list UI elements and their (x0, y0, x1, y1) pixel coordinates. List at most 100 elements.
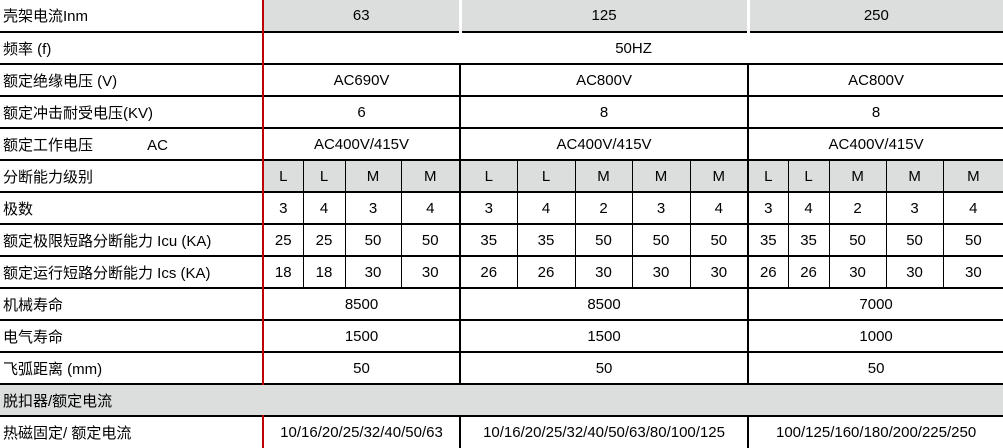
table-row: 壳架电流Inm 63 125 250 (0, 0, 1003, 32)
table-row: 频率 (f) 50HZ (0, 31, 1003, 64)
table-row: 热磁固定/ 额定电流 10/16/20/25/32/40/50/63 10/16/2… (0, 415, 1003, 448)
subvalue-cell: 30 (344, 255, 401, 288)
value-cell: AC400V/415V (458, 127, 749, 160)
subvalue-cell: 50 (400, 223, 460, 256)
capacity-class-cell: M (344, 159, 401, 192)
subvalue-cell: 4 (302, 191, 345, 224)
value-cell: AC690V (263, 63, 460, 96)
subvalue-cell: 30 (942, 255, 1003, 288)
capacity-class-cell: M (828, 159, 887, 192)
capacity-class-cell: L (302, 159, 345, 192)
subvalue-cell: 26 (459, 255, 517, 288)
value-cell: AC800V (458, 63, 749, 96)
subvalue-cell: 30 (574, 255, 632, 288)
value-cell: 8 (747, 95, 1003, 128)
subvalue-cell: 50 (942, 223, 1003, 256)
row-label: 极数 (0, 191, 264, 224)
row-label: 飞弧距离 (mm) (0, 351, 264, 384)
value-cell: 1500 (458, 319, 749, 352)
value-cell: 125 (458, 0, 749, 32)
capacity-class-cell: M (400, 159, 460, 192)
row-label: 额定极限短路分断能力 Icu (KA) (0, 223, 264, 256)
subvalue-cell: 26 (516, 255, 575, 288)
value-cell: 8500 (458, 287, 749, 320)
capacity-class-cell: M (942, 159, 1003, 192)
table-row: 额定运行短路分断能力 Ics (KA) 18 18 30 30 26 26 30 30 30 26 2… (0, 255, 1003, 288)
row-label: 分断能力级别 (0, 159, 264, 192)
value-cell: 1000 (747, 319, 1003, 352)
subvalue-cell: 30 (828, 255, 887, 288)
subvalue-cell: 50 (885, 223, 944, 256)
subvalue-cell: 4 (516, 191, 575, 224)
subvalue-cell: 50 (574, 223, 632, 256)
row-label: 额定绝缘电压 (V) (0, 63, 264, 96)
capacity-class-cell: M (689, 159, 749, 192)
value-cell: 10/16/20/25/32/40/50/63 (263, 415, 460, 448)
subvalue-cell: 3 (344, 191, 401, 224)
subvalue-cell: 35 (459, 223, 517, 256)
subvalue-cell: 26 (787, 255, 830, 288)
subvalue-cell: 26 (747, 255, 789, 288)
subvalue-cell: 35 (516, 223, 575, 256)
value-cell: 50 (458, 351, 749, 384)
row-label: 额定工作电压 AC (0, 127, 264, 160)
row-label: 热磁固定/ 额定电流 (0, 415, 264, 448)
table-row: 分断能力级别 L L M M L L M M M L L M M M (0, 159, 1003, 192)
subvalue-cell: 25 (263, 223, 303, 256)
subvalue-cell: 2 (828, 191, 887, 224)
subvalue-cell: 30 (689, 255, 749, 288)
subvalue-cell: 4 (689, 191, 749, 224)
value-cell: 1500 (263, 319, 460, 352)
subvalue-cell: 50 (344, 223, 401, 256)
subvalue-cell: 3 (631, 191, 690, 224)
value-cell: 7000 (747, 287, 1003, 320)
value-cell: 50 (747, 351, 1003, 384)
table-row: 额定冲击耐受电压(KV) 6 8 8 (0, 95, 1003, 128)
value-cell: 63 (263, 0, 460, 32)
value-cell: AC800V (747, 63, 1003, 96)
capacity-class-cell: L (459, 159, 517, 192)
subvalue-cell: 30 (885, 255, 944, 288)
capacity-class-cell: L (263, 159, 303, 192)
table-row: 飞弧距离 (mm) 50 50 50 (0, 351, 1003, 384)
subvalue-cell: 35 (787, 223, 830, 256)
subvalue-cell: 18 (263, 255, 303, 288)
row-label: 壳架电流Inm (0, 0, 264, 32)
value-cell: 10/16/20/25/32/40/50/63/80/100/125 (458, 415, 749, 448)
capacity-class-cell: L (747, 159, 789, 192)
table-row: 脱扣器/额定电流 (0, 383, 1003, 416)
table-row: 极数 3 4 3 4 3 4 2 3 4 3 4 2 3 4 (0, 191, 1003, 224)
section-header-cell: 脱扣器/额定电流 (0, 383, 1003, 416)
subvalue-cell: 2 (574, 191, 632, 224)
subvalue-cell: 4 (942, 191, 1003, 224)
row-label: 机械寿命 (0, 287, 264, 320)
subvalue-cell: 25 (302, 223, 345, 256)
subvalue-cell: 50 (828, 223, 887, 256)
subvalue-cell: 4 (400, 191, 460, 224)
subvalue-cell: 35 (747, 223, 789, 256)
value-cell: 100/125/160/180/200/225/250 (747, 415, 1003, 448)
row-label: 频率 (f) (0, 31, 264, 64)
subvalue-cell: 30 (631, 255, 690, 288)
value-cell: 50HZ (263, 31, 1003, 64)
value-cell: AC400V/415V (747, 127, 1003, 160)
table-row: 机械寿命 8500 8500 7000 (0, 287, 1003, 320)
value-cell: 8 (458, 95, 749, 128)
value-cell: 250 (746, 0, 1003, 32)
subvalue-cell: 3 (459, 191, 517, 224)
subvalue-cell: 50 (689, 223, 749, 256)
row-label: 额定冲击耐受电压(KV) (0, 95, 264, 128)
subvalue-cell: 3 (885, 191, 944, 224)
row-label: 电气寿命 (0, 319, 264, 352)
subvalue-cell: 3 (747, 191, 789, 224)
table-row: 额定极限短路分断能力 Icu (KA) 25 25 50 50 35 35 50 50 50 35 3… (0, 223, 1003, 256)
capacity-class-cell: L (787, 159, 830, 192)
subvalue-cell: 3 (263, 191, 303, 224)
capacity-class-cell: M (574, 159, 632, 192)
subvalue-cell: 30 (400, 255, 460, 288)
table-row: 额定绝缘电压 (V) AC690V AC800V AC800V (0, 63, 1003, 96)
table-row: 电气寿命 1500 1500 1000 (0, 319, 1003, 352)
subvalue-cell: 4 (787, 191, 830, 224)
